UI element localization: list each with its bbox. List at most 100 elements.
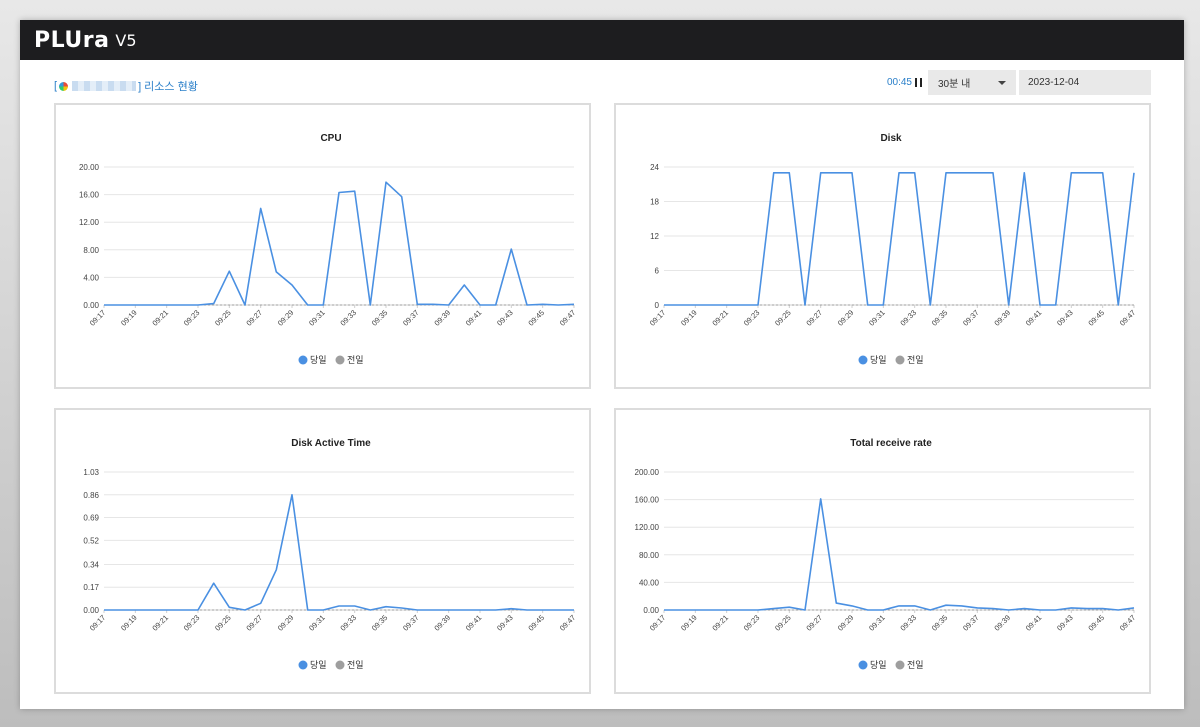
series-line-today [104, 494, 574, 611]
legend-label-today[interactable]: 당일 [310, 355, 327, 366]
legend-marker-yesterday[interactable] [335, 660, 345, 670]
x-tick-label: 09:37 [401, 308, 421, 328]
legend-label-yesterday[interactable]: 전일 [907, 660, 924, 671]
x-tick-label: 09:19 [679, 308, 699, 328]
x-tick-label: 09:19 [119, 308, 139, 328]
x-tick-label: 09:35 [930, 308, 950, 328]
legend-label-yesterday[interactable]: 전일 [347, 355, 364, 366]
x-tick-label: 09:35 [930, 613, 950, 633]
x-tick-label: 09:25 [213, 308, 233, 328]
x-tick-label: 09:27 [244, 308, 264, 328]
x-tick-label: 09:43 [495, 613, 515, 633]
cpu-chart: CPU 0.00 4.00 8.00 12.00 16.00 20.00 09:17 09:19… [79, 133, 578, 366]
server-logo-icon [59, 81, 69, 91]
x-tick-label: 09:43 [495, 308, 515, 328]
legend-label-today[interactable]: 당일 [870, 660, 887, 671]
series-line-today [664, 172, 1135, 306]
app-version: V5 [115, 30, 137, 50]
chart-title: Disk [880, 133, 902, 144]
title-prefix: [ [54, 80, 58, 92]
y-tick-label: 8.00 [83, 246, 99, 255]
y-tick-label: 12.00 [79, 218, 100, 227]
x-tick-label: 09:45 [1086, 613, 1106, 633]
y-tick-label: 0.34 [83, 560, 99, 569]
cpu-chart-panel: CPU 0.00 4.00 8.00 12.00 16.00 20.00 09:17 09:19… [54, 103, 591, 389]
legend-marker-today[interactable] [298, 355, 308, 365]
x-tick-label: 09:21 [710, 308, 730, 328]
x-tick-label: 09:31 [867, 613, 887, 633]
x-tick-label: 09:23 [742, 613, 762, 633]
legend-marker-yesterday[interactable] [895, 355, 905, 365]
title-suffix: ] 리소스 현황 [138, 81, 198, 93]
x-tick-label: 09:37 [961, 308, 981, 328]
y-tick-label: 200.00 [635, 468, 660, 477]
receive-rate-chart-panel: Total receive rate 0.00 40.00 80.00 120.00 16… [614, 408, 1151, 694]
x-tick-label: 09:41 [464, 308, 484, 328]
server-name-redacted [72, 81, 137, 91]
disk-chart-panel: Disk 0 6 12 18 24 09:17 09:19 09:21 09:23 09:25 09:… [614, 103, 1151, 389]
y-tick-label: 0 [655, 301, 660, 310]
x-tick-label: 09:17 [88, 308, 108, 328]
y-tick-label: 0.00 [643, 606, 659, 615]
date-input[interactable]: 2023-12-04 [1019, 70, 1151, 95]
disk-chart: Disk 0 6 12 18 24 09:17 09:19 09:21 09:23 09:25 09:… [648, 133, 1138, 366]
legend-label-today[interactable]: 당일 [310, 660, 327, 671]
y-tick-label: 0.86 [83, 491, 99, 500]
y-tick-label: 24 [650, 163, 659, 172]
chart-title: Total receive rate [850, 438, 932, 449]
y-tick-label: 16.00 [79, 191, 100, 200]
x-tick-label: 09:25 [773, 308, 793, 328]
x-tick-label: 09:33 [898, 308, 918, 328]
legend-label-yesterday[interactable]: 전일 [907, 355, 924, 366]
legend-marker-yesterday[interactable] [335, 355, 345, 365]
legend-marker-today[interactable] [858, 660, 868, 670]
x-tick-label: 09:31 [867, 308, 887, 328]
x-tick-label: 09:17 [88, 613, 108, 633]
y-tick-label: 18 [650, 198, 659, 207]
x-tick-label: 09:47 [1118, 308, 1138, 328]
y-tick-label: 6 [655, 267, 660, 276]
y-tick-label: 1.03 [83, 468, 99, 477]
time-range-select[interactable]: 30분 내 [928, 70, 1016, 95]
x-tick-label: 09:21 [150, 613, 170, 633]
chart-title: CPU [320, 133, 341, 144]
x-tick-label: 09:41 [1024, 308, 1044, 328]
x-tick-label: 09:33 [338, 613, 358, 633]
x-tick-label: 09:41 [1024, 613, 1044, 633]
y-tick-label: 12 [650, 232, 659, 241]
top-bar: PLUra V5 [20, 20, 1184, 60]
x-tick-label: 09:17 [648, 613, 668, 633]
x-tick-label: 09:17 [648, 308, 668, 328]
x-tick-label: 09:19 [679, 613, 699, 633]
y-tick-label: 160.00 [635, 496, 660, 505]
app-logo[interactable]: PLUra [34, 27, 110, 53]
receive-rate-chart: Total receive rate 0.00 40.00 80.00 120.00 16… [635, 438, 1138, 671]
toolbar: 00:45 30분 내 2023-12-04 [887, 70, 1151, 95]
y-tick-label: 40.00 [639, 578, 660, 587]
x-tick-label: 09:31 [307, 613, 327, 633]
x-tick-label: 09:21 [710, 613, 730, 633]
date-value: 2023-12-04 [1028, 77, 1080, 88]
x-tick-label: 09:41 [464, 613, 484, 633]
x-tick-label: 09:23 [742, 308, 762, 328]
legend-label-yesterday[interactable]: 전일 [347, 660, 364, 671]
x-tick-label: 09:29 [276, 308, 296, 328]
pause-icon[interactable] [915, 78, 922, 87]
x-tick-label: 09:37 [961, 613, 981, 633]
x-tick-label: 09:43 [1055, 308, 1075, 328]
x-tick-label: 09:39 [432, 308, 452, 328]
x-tick-label: 09:33 [338, 308, 358, 328]
legend-marker-yesterday[interactable] [895, 660, 905, 670]
y-tick-label: 4.00 [83, 273, 99, 282]
x-tick-label: 09:35 [370, 613, 390, 633]
x-tick-label: 09:47 [558, 308, 578, 328]
disk-active-time-chart: Disk Active Time 0.00 0.17 0.34 0.52 0.69 0.86… [83, 438, 577, 671]
legend-label-today[interactable]: 당일 [870, 355, 887, 366]
legend-marker-today[interactable] [298, 660, 308, 670]
legend-marker-today[interactable] [858, 355, 868, 365]
x-tick-label: 09:23 [182, 308, 202, 328]
x-tick-label: 09:45 [1086, 308, 1106, 328]
y-tick-label: 80.00 [639, 551, 660, 560]
y-tick-label: 120.00 [635, 523, 660, 532]
x-tick-label: 09:39 [992, 613, 1012, 633]
